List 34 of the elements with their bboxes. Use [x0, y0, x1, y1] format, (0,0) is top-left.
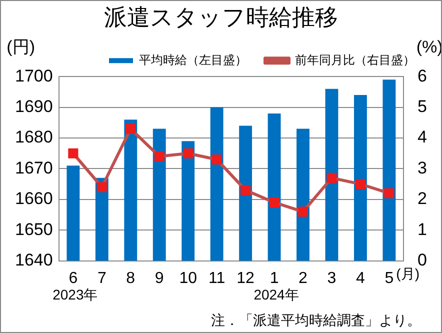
- legend-label: 平均時給（左目盛）: [139, 52, 247, 67]
- y2-tick-label: 2: [418, 189, 428, 208]
- y2-tick-label: 4: [418, 128, 428, 147]
- x-tick-label: 5: [384, 270, 394, 287]
- text: 注．「派遣平均時給調査」より。: [211, 312, 421, 328]
- y2-tick-label: 0: [418, 250, 428, 270]
- x-tick-label: 4: [356, 270, 365, 287]
- y-tick-label: 1650: [14, 220, 53, 239]
- x-tick-label: 10: [179, 270, 198, 287]
- x-tick-label: 1: [270, 270, 279, 287]
- y-tick-label: 1670: [14, 158, 53, 178]
- y-tick-label: 1680: [14, 128, 53, 147]
- y-tick-label: 1700: [14, 66, 53, 86]
- x-tick-label: 8: [126, 270, 136, 287]
- x-tick-label: 3: [327, 270, 336, 287]
- y-axis-title: (円): [6, 38, 35, 57]
- y-tick-label: 1660: [14, 189, 53, 208]
- chart-title: 派遣スタッフ時給推移: [104, 4, 338, 30]
- x-axis-title: (月): [396, 266, 420, 282]
- y-tick-label: 1690: [14, 96, 53, 116]
- y-tick-label: 1640: [14, 250, 53, 270]
- text: 2023年: [52, 286, 98, 303]
- x-tick-label: 12: [236, 270, 255, 287]
- x-tick-label: 11: [208, 270, 226, 287]
- y2-tick-label: 3: [418, 158, 428, 178]
- text: 2024年: [254, 286, 299, 303]
- x-tick-label: 7: [97, 270, 106, 287]
- x-tick-label: 6: [68, 270, 78, 287]
- legend-label: 前年同月比（右目盛）: [295, 52, 415, 67]
- y2-tick-label: 6: [418, 66, 428, 86]
- y2-tick-label: 5: [418, 96, 428, 116]
- x-tick-label: 9: [154, 270, 164, 287]
- x-tick-label: 2: [298, 270, 308, 287]
- y2-tick-label: 1: [418, 220, 428, 239]
